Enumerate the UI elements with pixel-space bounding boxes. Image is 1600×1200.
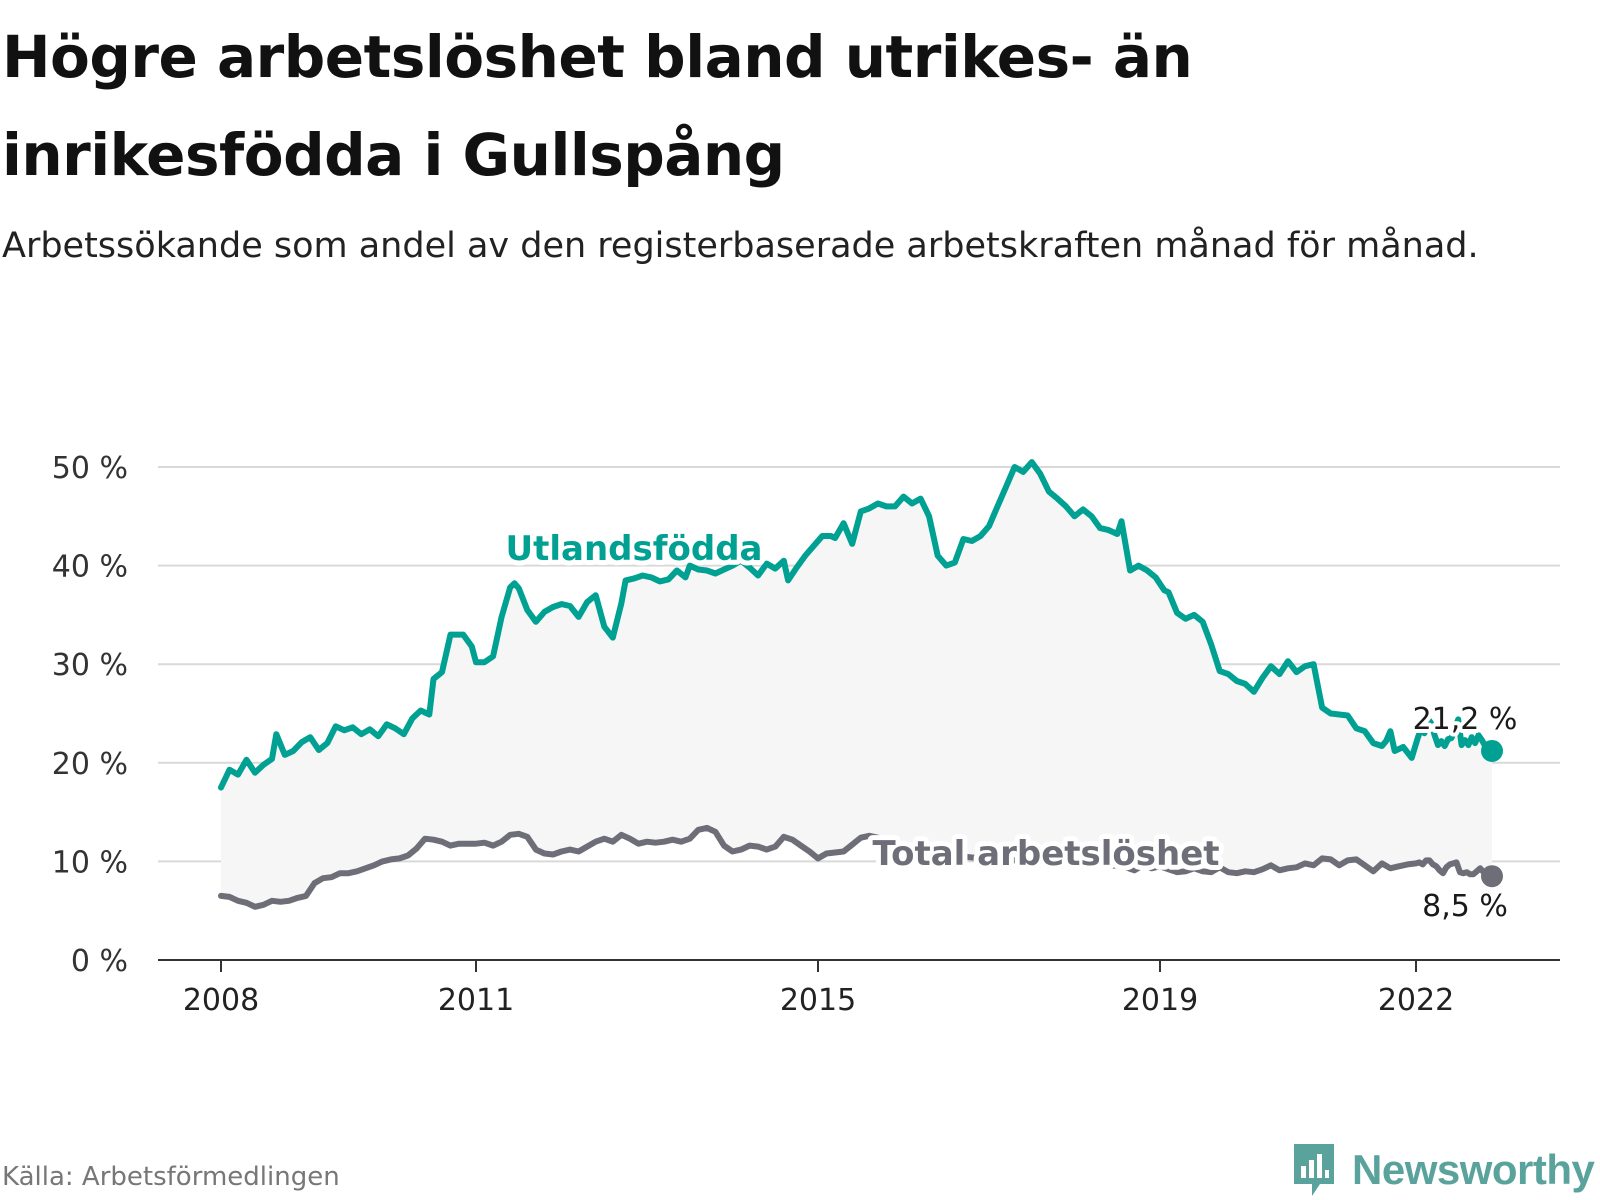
x-axis: 2008 2011 2015 2019 2022 [158,959,1560,1018]
x-tick-label: 2022 [1378,983,1454,1018]
chart-subtitle: Arbetssökande som andel av den registerb… [2,226,1479,266]
gap-area [221,462,1492,907]
y-axis: 0 % 10 % 20 % 30 % 40 % 50 % [52,451,128,979]
y-tick-label: 20 % [52,747,128,782]
brand-name: Newsworthy [1352,1146,1595,1193]
brand-logo[interactable]: Newsworthy [1290,1140,1595,1200]
end-point-total [1481,865,1503,888]
x-tick-label: 2015 [780,983,856,1018]
source-note: Källa: Arbetsförmedlingen [2,1162,340,1192]
chart-title: Högre arbetslöshet bland utrikes- än inr… [2,23,1193,189]
end-value-total: 8,5 % [1422,889,1508,924]
series-line-utlandsfodda [218,459,1495,791]
y-tick-label: 30 % [52,648,128,683]
series-line-total [218,824,1495,910]
y-tick-label: 0 % [71,944,128,979]
y-tick-label: 10 % [52,845,128,880]
y-tick-label: 50 % [52,451,128,486]
end-value-utlandsfodda: 21,2 % [1413,702,1518,737]
y-tick-label: 40 % [52,550,128,585]
x-tick-label: 2011 [438,983,514,1018]
x-tick-label: 2019 [1122,983,1198,1018]
end-point-utlandsfodda [1481,739,1503,762]
newsworthy-logo-icon [1294,1144,1334,1196]
series-label-utlandsfodda: Utlandsfödda [505,529,762,569]
line-chart: 0 % 10 % 20 % 30 % 40 % 50 % 2008 2011 2015 2019… [52,451,1560,1018]
series-label-total: Total arbetslöshet [872,834,1219,874]
x-tick-label: 2008 [183,983,259,1018]
